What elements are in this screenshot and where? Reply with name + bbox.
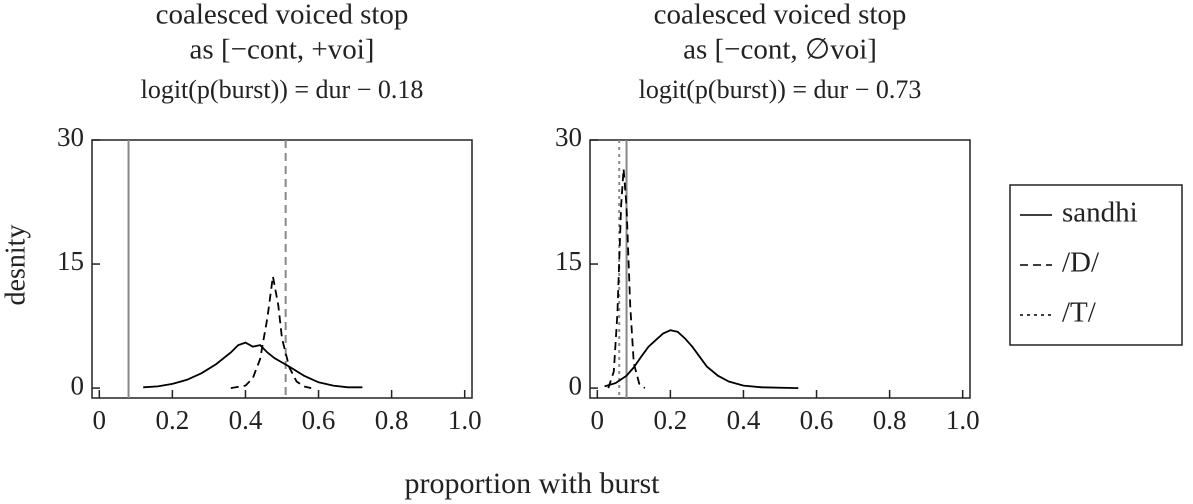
x-tick-label: 0.6 [302, 405, 336, 435]
chart-title: coalesced voiced stop [156, 0, 409, 31]
y-tick-label: 15 [555, 246, 582, 276]
chart-title: logit(p(burst)) = dur − 0.73 [639, 75, 922, 104]
y-tick-label: 15 [57, 246, 84, 276]
legend-label: /T/ [1062, 297, 1097, 329]
legend-box [1009, 184, 1183, 346]
chart-title: logit(p(burst)) = dur − 0.18 [141, 75, 424, 104]
x-tick-label: 0.8 [375, 405, 409, 435]
density-line [607, 168, 646, 389]
x-tick-label: 0.2 [654, 405, 688, 435]
x-tick-label: 1.0 [448, 405, 482, 435]
y-tick-label: 30 [57, 122, 84, 152]
x-tick-label: 0 [93, 405, 107, 435]
density-line [143, 341, 363, 389]
x-axis-label: proportion with burst [405, 467, 661, 500]
plot-frame [589, 139, 971, 399]
y-axis-label: desnity [0, 225, 31, 306]
x-tick-label: 0.4 [727, 405, 761, 435]
x-tick-label: 0.4 [229, 405, 263, 435]
chart-title: coalesced voiced stop [654, 0, 907, 31]
x-tick-label: 0 [591, 405, 605, 435]
y-tick-label: 0 [569, 370, 583, 400]
x-tick-label: 0.6 [800, 405, 834, 435]
x-tick-label: 0.8 [873, 405, 907, 435]
density-line [604, 329, 799, 389]
chart-title: as [−cont, +voi] [190, 34, 375, 66]
legend-label: /D/ [1062, 247, 1100, 279]
plot-frame [91, 139, 473, 399]
x-tick-label: 1.0 [946, 405, 980, 435]
y-tick-label: 0 [71, 370, 85, 400]
x-tick-label: 0.2 [156, 405, 190, 435]
density-line [230, 276, 312, 389]
legend-label: sandhi [1062, 197, 1138, 229]
chart-title: as [−cont, ∅voi] [683, 34, 877, 66]
y-tick-label: 30 [555, 122, 582, 152]
